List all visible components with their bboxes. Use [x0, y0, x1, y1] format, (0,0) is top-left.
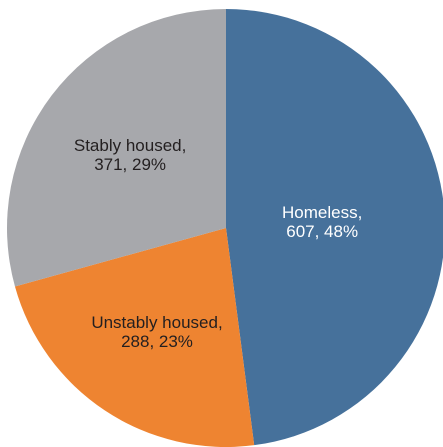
- pie-slice-homeless: [226, 9, 443, 446]
- slice-label-name: Unstably housed,: [91, 313, 222, 332]
- pie-labels: Homeless, 607, 48% Unstably housed, 288, 23…: [74, 136, 362, 351]
- slice-label-unstably-housed: Unstably housed, 288, 23%: [91, 313, 222, 351]
- slice-label-name: Homeless,: [282, 203, 362, 222]
- slice-label-name: Stably housed,: [74, 136, 186, 155]
- slice-label-value: 371, 29%: [94, 155, 166, 174]
- pie-slices: [7, 9, 443, 447]
- pie-slice-unstably-housed: [14, 228, 255, 447]
- slice-label-stably-housed: Stably housed, 371, 29%: [74, 136, 186, 174]
- slice-label-value: 607, 48%: [286, 222, 358, 241]
- pie-slice-stably-housed: [7, 9, 227, 287]
- slice-label-homeless: Homeless, 607, 48%: [282, 203, 362, 241]
- slice-label-value: 288, 23%: [121, 332, 193, 351]
